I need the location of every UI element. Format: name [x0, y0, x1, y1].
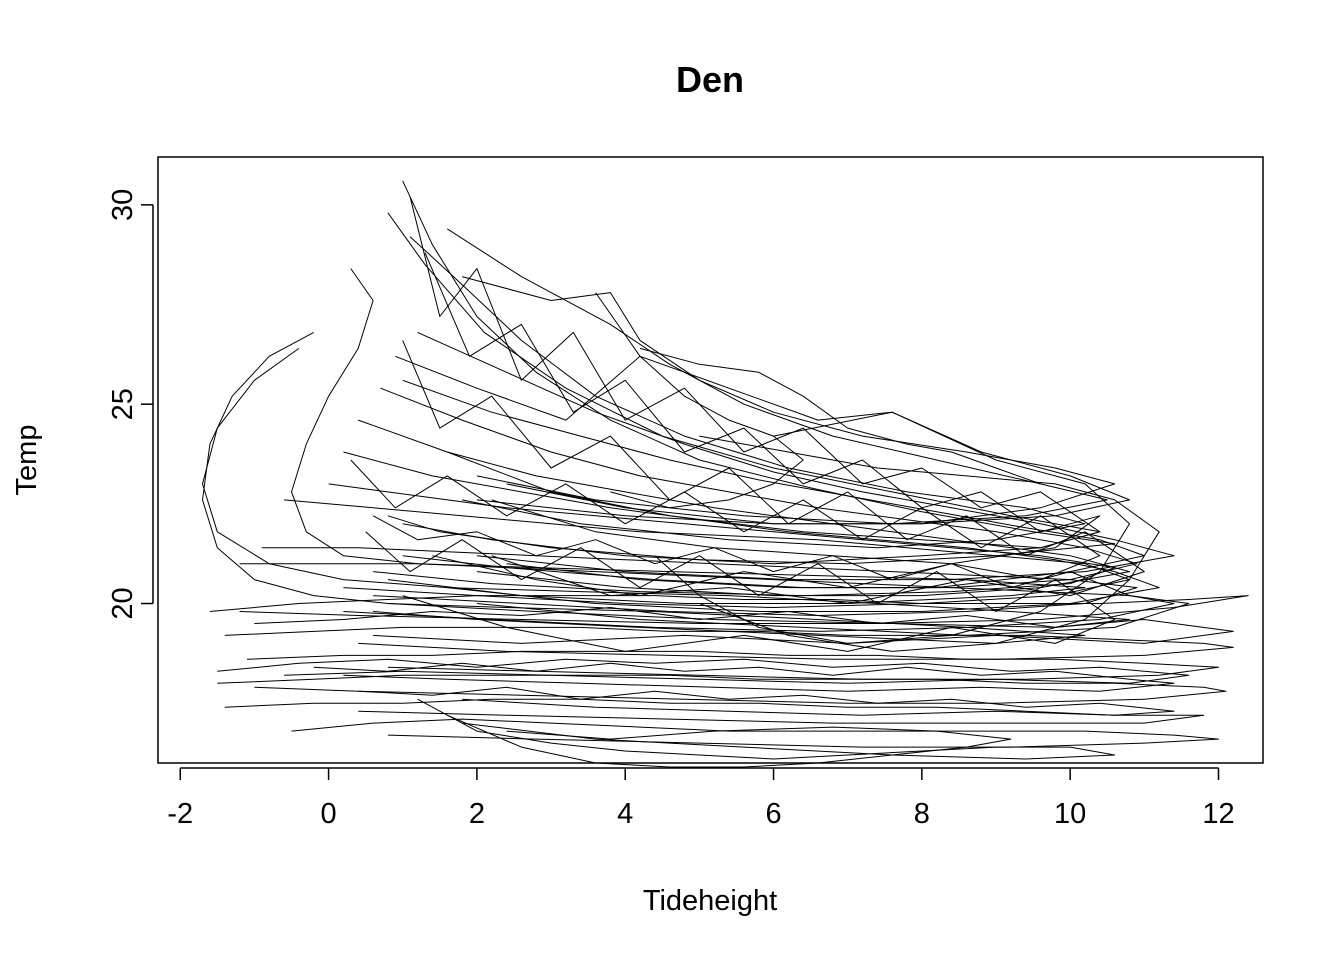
series-line-25 [417, 698, 1116, 760]
series-line-38 [313, 662, 1175, 692]
y-tick-label: 20 [107, 587, 139, 619]
series-line-30 [639, 347, 1041, 485]
x-tick-label: 0 [321, 798, 337, 830]
x-axis: -2 0 2 4 6 8 10 12 [167, 767, 1235, 830]
series-line-40 [217, 658, 1190, 684]
series-line-34 [365, 531, 1116, 652]
series-line-7 [202, 331, 1086, 644]
series-line-8 [202, 347, 1130, 628]
series-line-3 [409, 236, 1086, 549]
series-line-15 [328, 483, 1116, 597]
series-line-9 [417, 331, 1175, 581]
series-line-14 [343, 451, 1160, 612]
x-tick-label: 12 [1202, 798, 1234, 830]
x-tick-label: 2 [469, 798, 485, 830]
series-line-12 [380, 387, 1138, 589]
series-line-28 [654, 411, 1130, 644]
x-tick-label: 4 [617, 798, 633, 830]
series-line-31 [372, 515, 1190, 636]
series-line-26 [447, 714, 1012, 768]
y-axis: 20 25 30 [107, 189, 154, 620]
series-line-22 [217, 674, 1227, 704]
y-axis-label: Temp [11, 425, 43, 496]
series-line-13 [358, 419, 1130, 597]
plot-frame [157, 156, 1264, 764]
series-line-2 [387, 212, 1101, 565]
series-line-39 [358, 686, 1175, 716]
series-line-36 [424, 252, 1101, 565]
x-tick-label: -2 [167, 798, 193, 830]
series-line-27 [699, 435, 1160, 652]
chart-title: Den [676, 59, 744, 100]
series-line-10 [395, 355, 1130, 525]
series-line-32 [254, 607, 1234, 644]
series-line-37 [409, 196, 1101, 549]
series-line-16 [284, 499, 1130, 608]
series-line-1 [387, 180, 1116, 565]
series-line-35 [402, 340, 1145, 604]
series-layer [202, 180, 1249, 768]
y-tick-label: 30 [107, 189, 139, 221]
x-tick-label: 6 [765, 798, 781, 830]
series-line-29 [595, 292, 804, 509]
series-line-4 [446, 228, 1108, 525]
x-tick-label: 10 [1054, 798, 1086, 830]
series-line-18 [239, 563, 1175, 632]
series-line-24 [291, 718, 1219, 748]
y-tick-label: 25 [107, 388, 139, 420]
x-tick-label: 8 [914, 798, 930, 830]
series-line-21 [246, 650, 1219, 680]
x-axis-label: Tideheight [643, 885, 777, 917]
